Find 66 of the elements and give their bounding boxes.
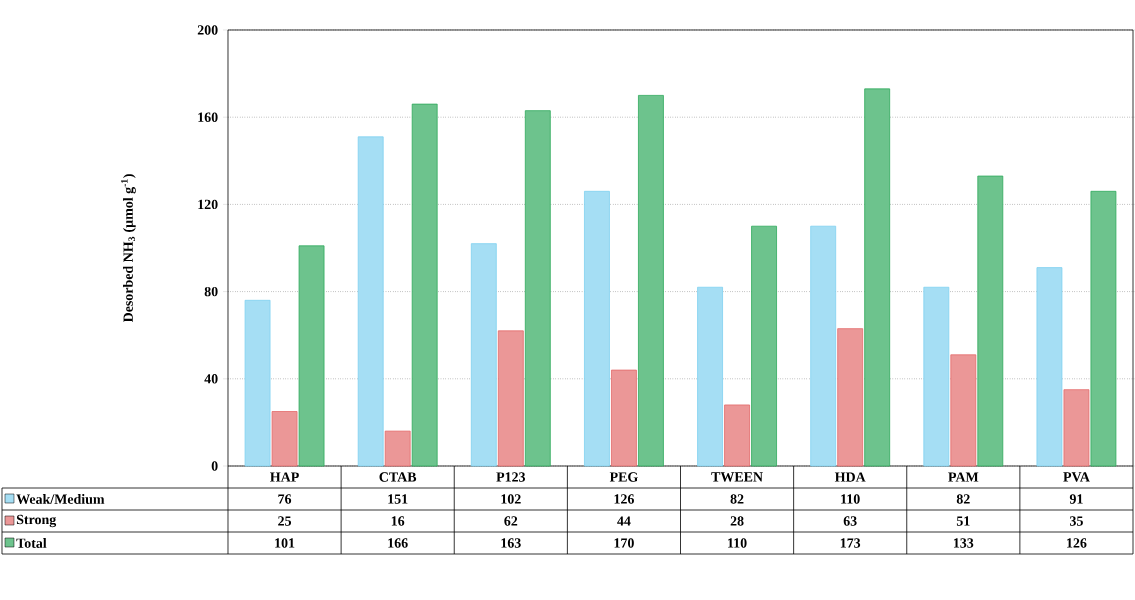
data-label: 35 [1070,516,1083,526]
data-label: 82 [956,494,970,504]
data-label: 16 [391,516,405,526]
bar [497,330,524,467]
data-label: 91 [1069,494,1083,504]
bar [697,286,723,467]
data-label: 133 [953,538,974,548]
x-tick-label: HDA [834,472,866,482]
x-tick-label: PVA [1063,472,1090,482]
x-tick-label: TWEEN [711,472,763,482]
bar [923,286,950,467]
data-label: 101 [275,538,295,548]
bar [724,404,750,467]
data-label: 44 [617,516,631,526]
bar [1063,389,1090,467]
x-tick-label: PAM [948,472,979,482]
bar [411,103,438,467]
y-tick-label: 160 [198,112,218,122]
data-label: 63 [843,516,857,526]
data-label: 163 [501,538,521,548]
x-tick-label: P123 [496,472,526,482]
y-axis-title: Desorbed NH$_{3}$ (µmol g$^{-1}$) [121,174,136,323]
data-label: 166 [388,538,408,548]
bar [470,243,497,467]
y-tick-label: 40 [204,374,218,384]
x-tick-label: CTAB [379,472,417,482]
data-label: 62 [504,516,518,526]
y-tick-label: 80 [204,286,218,297]
bar [638,95,664,467]
data-label: 82 [730,494,744,504]
y-tick-label: 200 [197,25,218,35]
y-tick-label: 120 [198,199,218,210]
bar [244,299,271,467]
bar [864,88,891,467]
bar [611,369,637,467]
bar [298,245,325,467]
data-label: 173 [840,538,861,548]
legend-label: Weak/Medium [16,494,105,504]
bar [1090,190,1117,467]
x-tick-label: HAP [270,472,299,482]
data-label: 51 [956,516,970,526]
data-label: 126 [614,494,634,504]
data-label: 25 [278,516,292,526]
bar [271,411,298,467]
x-tick-label: PEG [609,472,638,482]
data-label: 28 [730,516,744,526]
bar [751,225,777,467]
bar [810,225,837,467]
data-label: 102 [501,494,521,504]
data-label: 170 [614,538,634,548]
bar [524,110,551,467]
legend-label: Strong [16,514,57,528]
bar [584,190,610,467]
bar [384,430,411,467]
data-label: 76 [278,494,292,504]
data-label: 110 [728,538,747,548]
bar [1036,267,1063,467]
bar [357,136,384,467]
y-tick-label: 0 [211,461,218,471]
bar [837,328,864,467]
bar [977,175,1004,467]
legend-label: Total [16,538,47,548]
data-label: 151 [388,494,408,504]
data-label: 110 [841,494,860,504]
data-label: 126 [1067,538,1087,548]
bar [950,354,977,467]
